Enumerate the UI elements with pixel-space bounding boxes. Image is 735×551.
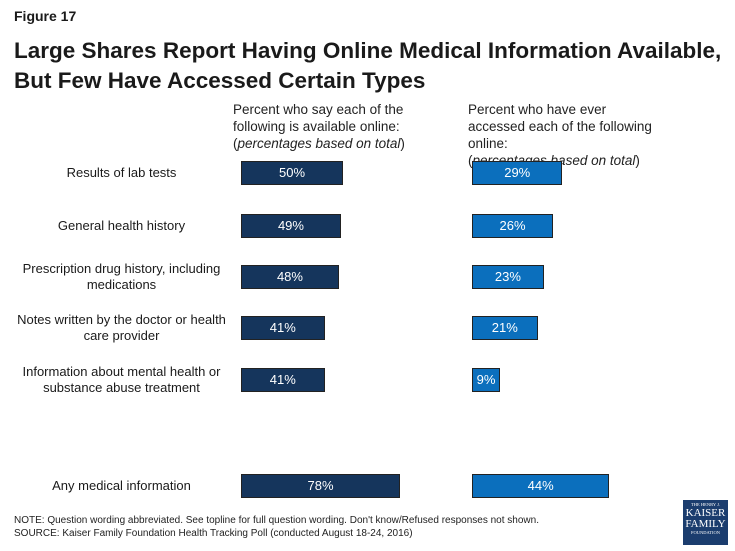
series-name-available: Percent who say each of the following is…	[233, 102, 404, 134]
source-text: SOURCE: Kaiser Family Foundation Health …	[14, 528, 413, 539]
bar: 21%	[472, 316, 538, 340]
note-text: NOTE: Question wording abbreviated. See …	[14, 515, 539, 526]
bar: 78%	[241, 474, 401, 498]
category-label: Information about mental health or subst…	[22, 364, 221, 395]
bar: 9%	[472, 368, 501, 392]
bar: 48%	[241, 265, 339, 289]
category-label: Notes written by the doctor or health ca…	[17, 312, 226, 343]
bar: 26%	[472, 214, 554, 238]
category-label: Results of lab tests	[66, 165, 177, 180]
kff-logo: THE HENRY J. KAISER FAMILY FOUNDATION	[683, 500, 728, 545]
series-header-accessed: Percent who have ever accessed each of t…	[468, 102, 652, 168]
bar: 23%	[472, 265, 544, 289]
chart-title: Large Shares Report Having Online Medica…	[14, 38, 722, 93]
series-header-available: Percent who say each of the following is…	[233, 102, 405, 151]
series-name-accessed: Percent who have ever accessed each of t…	[468, 102, 652, 151]
category-label: Prescription drug history, including med…	[22, 261, 221, 292]
series-note-available: percentages based on total	[237, 136, 401, 151]
figure-label: Figure 17	[14, 8, 77, 24]
bar: 49%	[241, 214, 341, 238]
bar: 44%	[472, 474, 610, 498]
bar: 29%	[472, 161, 563, 185]
footnote: NOTE: Question wording abbreviated. See …	[14, 514, 539, 540]
category-label: Any medical information	[52, 478, 191, 493]
category-label: General health history	[57, 218, 186, 233]
bar: 41%	[241, 368, 325, 392]
bar: 50%	[241, 161, 343, 185]
bar: 41%	[241, 316, 325, 340]
